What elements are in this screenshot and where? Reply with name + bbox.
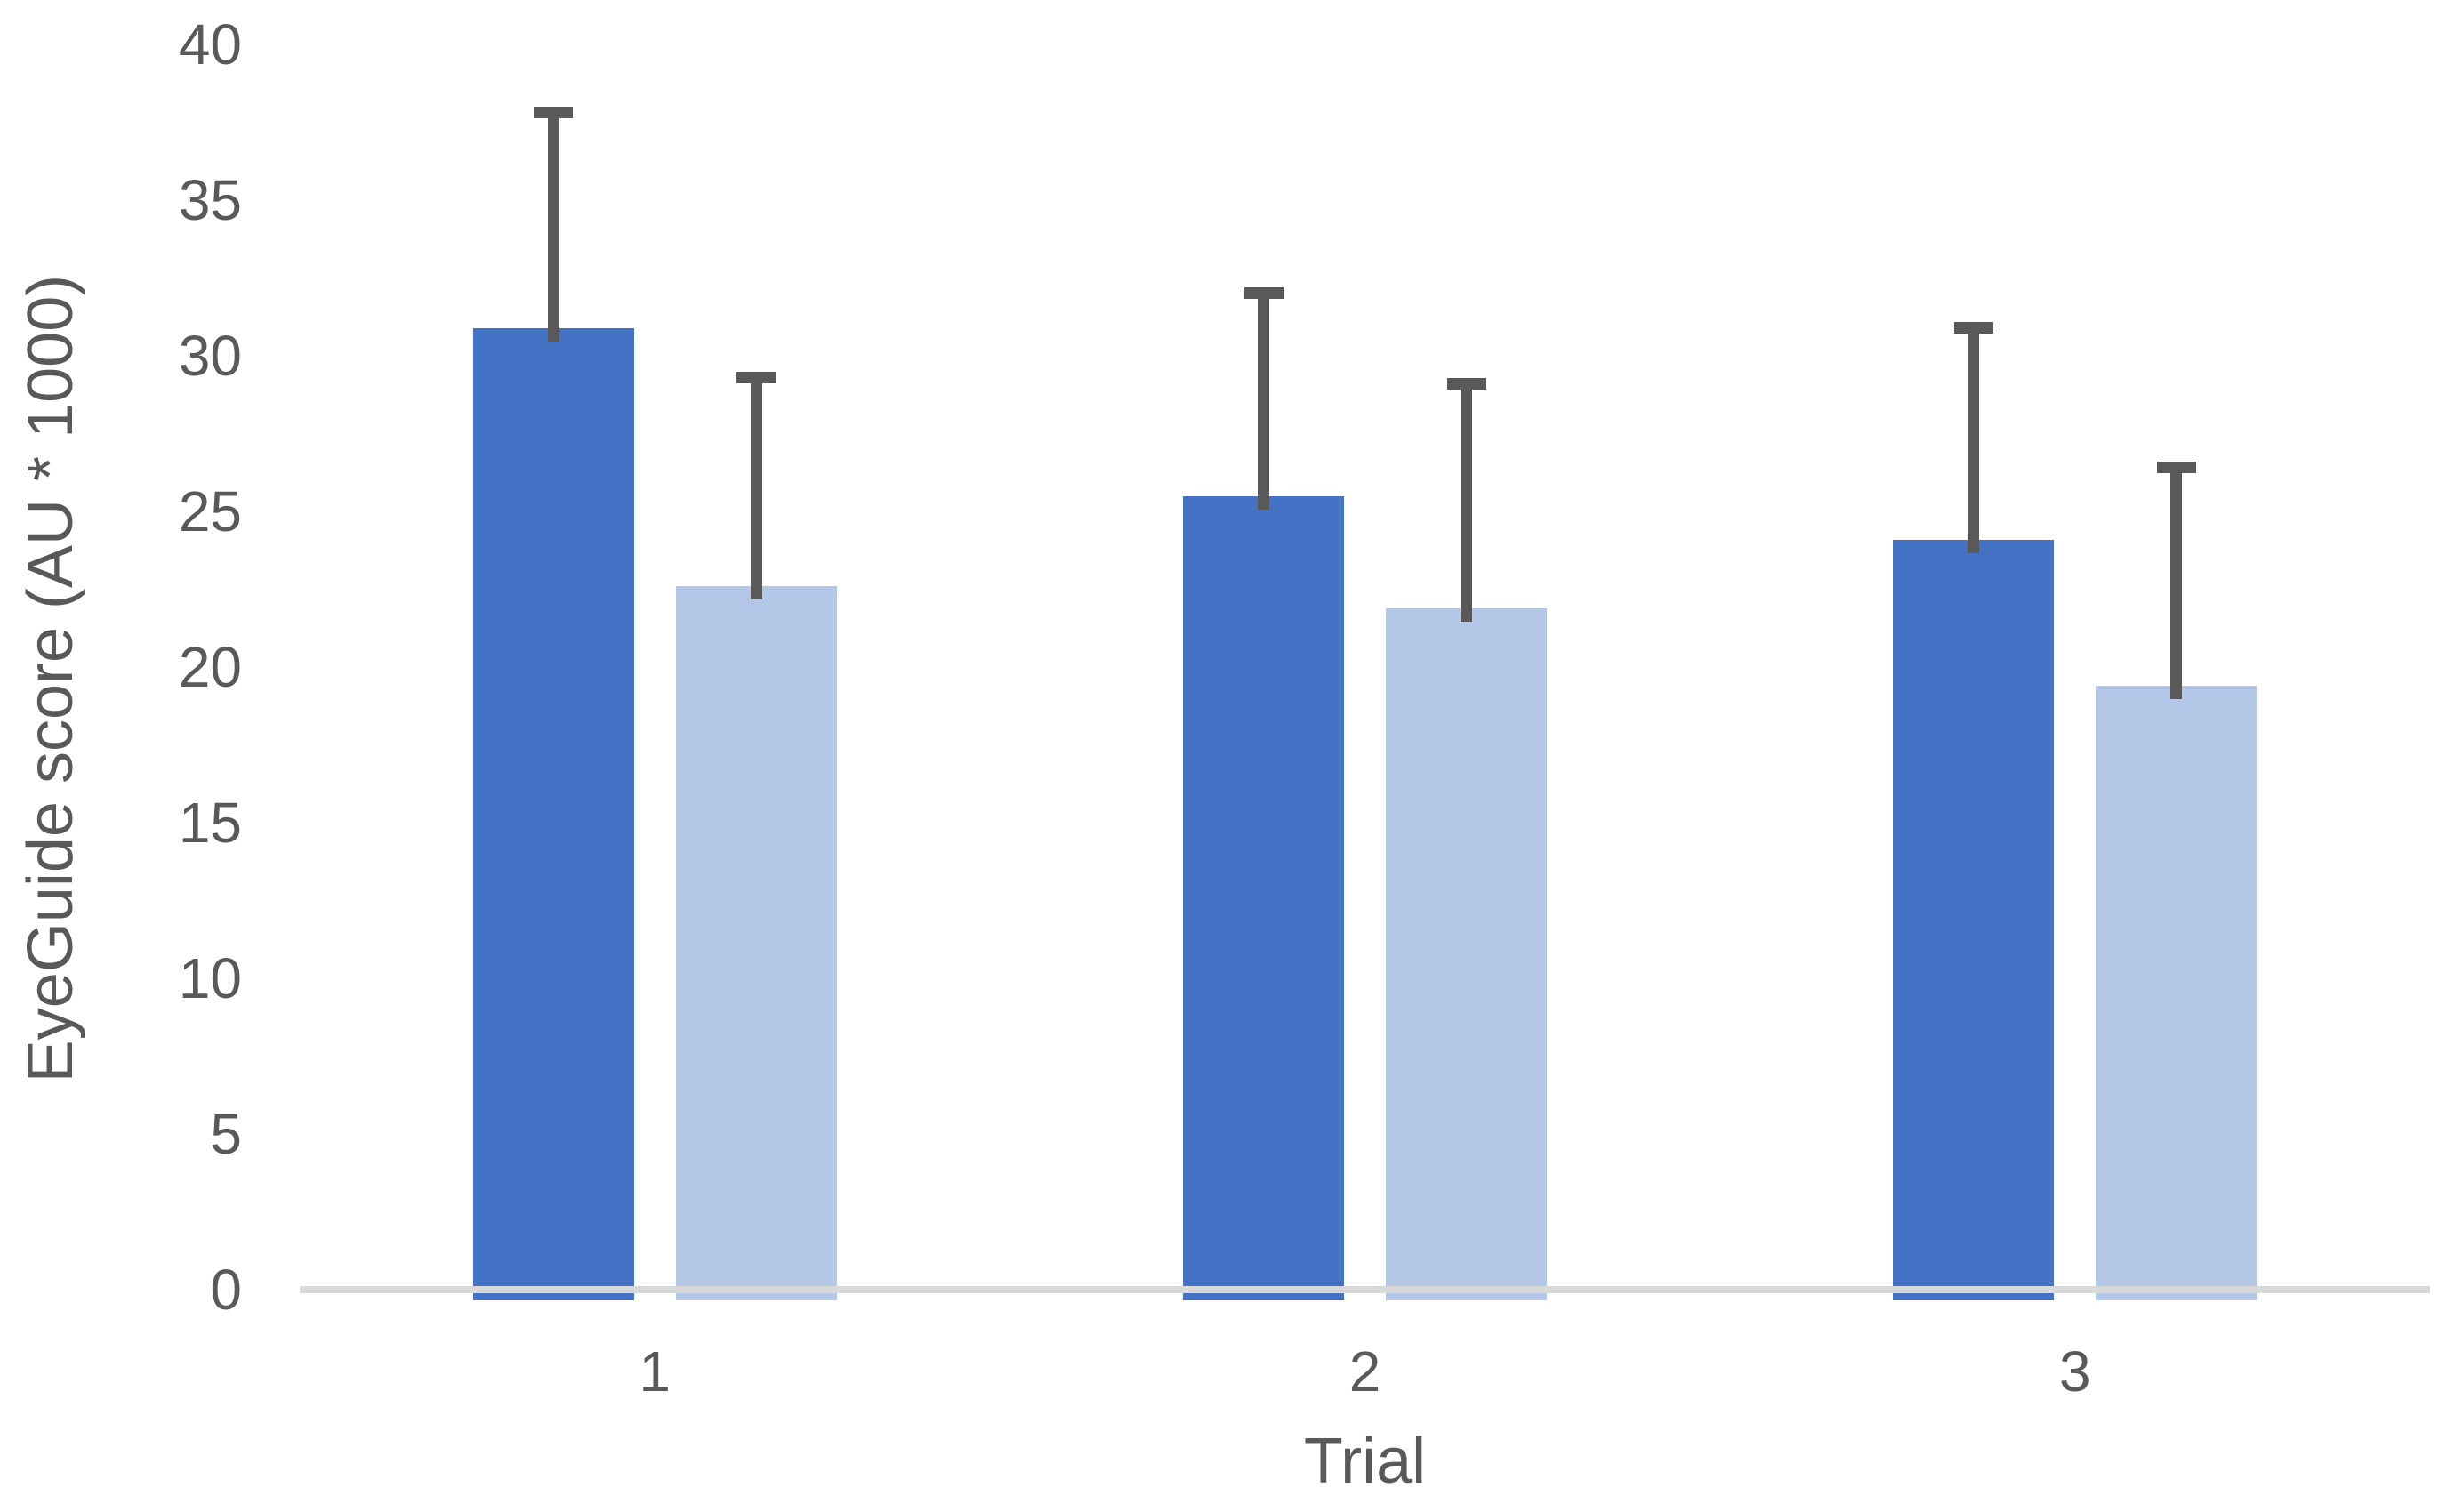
error-bar-line	[547, 107, 559, 342]
error-bar-line	[750, 371, 762, 599]
y-tick-label: 0	[210, 1258, 242, 1322]
error-bar-line	[1461, 377, 1472, 622]
x-tick-label: 1	[639, 1339, 671, 1403]
error-bar-cap	[2156, 462, 2196, 473]
error-bar-line	[1968, 321, 1980, 553]
y-tick-label: 40	[178, 12, 242, 76]
x-axis-line	[300, 1286, 2430, 1293]
bar-series-1-dark-blue-trial-1	[472, 327, 634, 1300]
bar-series-2-light-blue-trial-3	[2096, 686, 2258, 1300]
bar-series-2-light-blue-trial-2	[1386, 607, 1547, 1300]
y-tick-label: 35	[178, 168, 242, 232]
y-tick-label: 30	[178, 324, 242, 388]
bar-series-2-light-blue-trial-1	[675, 586, 837, 1300]
y-tick-label: 20	[178, 635, 242, 699]
error-bar-cap	[736, 371, 777, 383]
y-tick-label: 25	[178, 479, 242, 543]
y-tick-label: 10	[178, 946, 242, 1010]
x-tick-label: 3	[2059, 1339, 2091, 1403]
y-tick-label: 5	[210, 1102, 242, 1166]
error-bar-cap	[534, 107, 574, 118]
bar-series-1-dark-blue-trial-2	[1183, 495, 1344, 1300]
x-tick-label: 2	[1348, 1339, 1381, 1403]
x-axis-title: Trial	[1303, 1426, 1427, 1497]
error-bar-line	[1258, 287, 1269, 510]
error-bar-line	[2170, 462, 2183, 699]
y-tick-label: 15	[178, 791, 242, 855]
error-bar-cap	[1953, 321, 1993, 334]
error-bar-cap	[1446, 377, 1486, 390]
bar-series-1-dark-blue-trial-3	[1893, 539, 2055, 1300]
error-bar-cap	[1244, 287, 1284, 299]
